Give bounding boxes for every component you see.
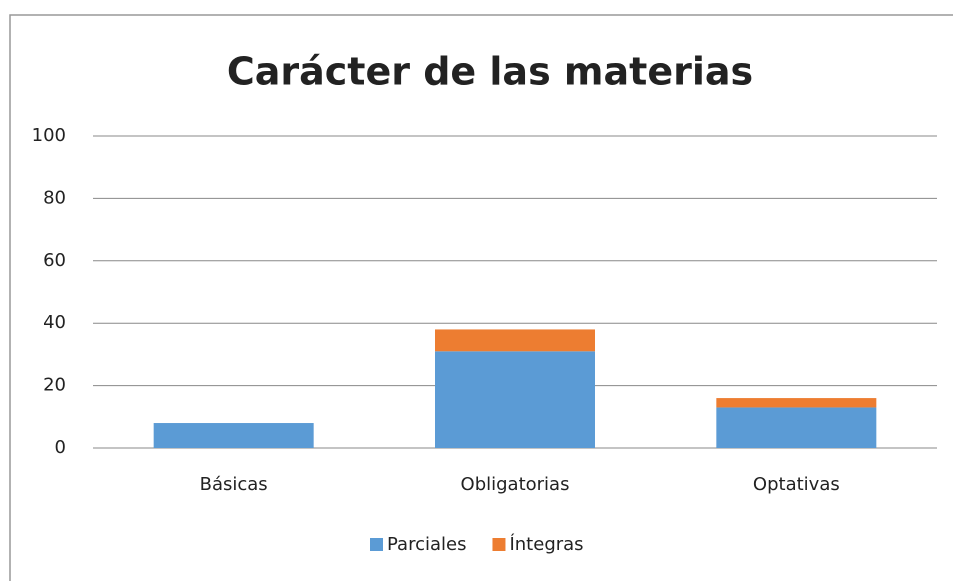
y-tick-label: 80 (43, 187, 66, 208)
legend-swatch (492, 538, 506, 551)
legend-swatch (370, 538, 383, 551)
chart-title: Carácter de las materias (227, 50, 753, 94)
bar-segment (716, 398, 877, 408)
bar-segment (435, 329, 595, 352)
legend-label: Íntegras (509, 533, 583, 555)
y-tick-label: 60 (43, 250, 66, 271)
bar-segment (716, 407, 877, 448)
y-tick-label: 0 (55, 437, 66, 458)
legend-label: Parciales (387, 534, 466, 555)
bar-segment (435, 351, 595, 448)
x-tick-label: Obligatorias (461, 474, 570, 495)
chart-frame (9, 14, 953, 581)
y-tick-label: 20 (43, 375, 66, 396)
x-tick-label: Optativas (753, 474, 840, 495)
y-tick-label: 40 (43, 312, 66, 333)
x-tick-label: Básicas (200, 474, 268, 495)
y-tick-label: 100 (32, 125, 66, 146)
bar-segment (153, 423, 314, 448)
